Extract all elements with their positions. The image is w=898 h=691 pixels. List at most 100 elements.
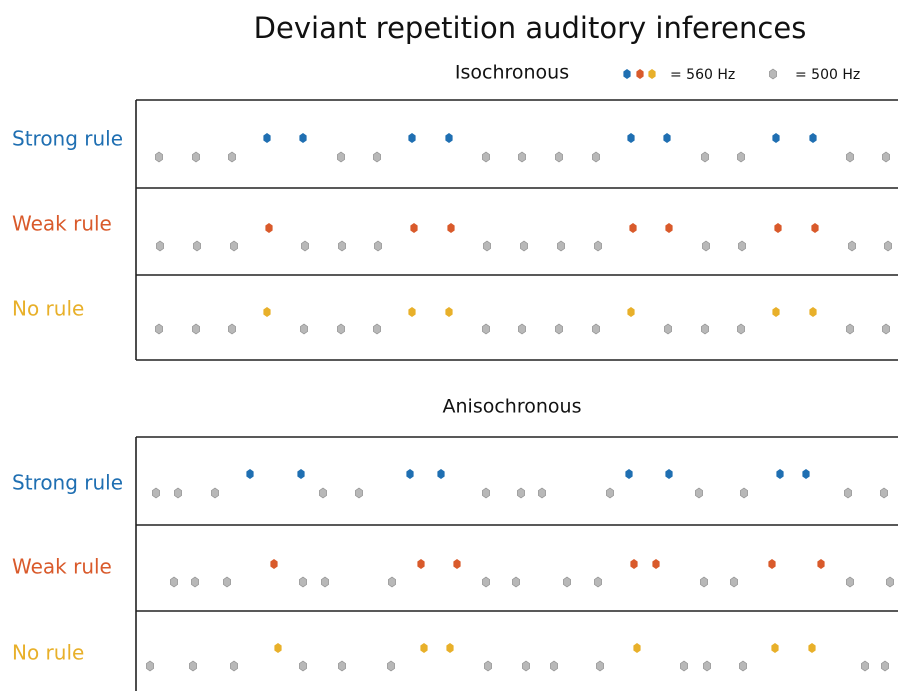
standard-tone [299, 660, 307, 672]
deviant-tone [625, 469, 633, 479]
title: Deviant repetition auditory inferences [254, 11, 807, 45]
standard-tone [337, 323, 345, 335]
standard-tone [555, 323, 563, 335]
deviant-tone [437, 469, 445, 479]
standard-tone [861, 660, 869, 672]
standard-tone [193, 240, 201, 252]
standard-tone [482, 576, 490, 588]
legend-icon [623, 69, 631, 79]
row-label: No rule [12, 641, 84, 665]
standard-tone [846, 323, 854, 335]
deviant-tone [809, 133, 817, 143]
standard-tone [223, 576, 231, 588]
standard-tone [880, 487, 888, 499]
deviant-tone [270, 559, 278, 569]
standard-tone [739, 660, 747, 672]
section-title: Anisochronous [443, 396, 582, 418]
standard-tone [592, 151, 600, 163]
standard-tone [512, 576, 520, 588]
standard-tone [563, 576, 571, 588]
row-label: Weak rule [12, 212, 112, 236]
standard-tone [702, 240, 710, 252]
deviant-tone [420, 643, 428, 653]
standard-tone [517, 487, 525, 499]
deviant-tone [447, 223, 455, 233]
row-label: No rule [12, 297, 84, 321]
deviant-tone [408, 307, 416, 317]
standard-tone [664, 323, 672, 335]
standard-tone [156, 240, 164, 252]
legend-icon [769, 68, 777, 80]
standard-tone [299, 576, 307, 588]
deviant-tone [263, 133, 271, 143]
deviant-tone [811, 223, 819, 233]
standard-tone [538, 487, 546, 499]
standard-tone [192, 323, 200, 335]
standard-tone [211, 487, 219, 499]
standard-tone [703, 660, 711, 672]
deviant-tone [652, 559, 660, 569]
deviant-tone [417, 559, 425, 569]
standard-tone [700, 576, 708, 588]
legend-icon [648, 69, 656, 79]
section-title: Isochronous [455, 62, 569, 84]
standard-tone [592, 323, 600, 335]
standard-tone [374, 240, 382, 252]
standard-tone [846, 151, 854, 163]
standard-tone [594, 576, 602, 588]
standard-tone [520, 240, 528, 252]
standard-tone [483, 240, 491, 252]
legend-standard: = 500 Hz [795, 67, 860, 83]
standard-tone [338, 240, 346, 252]
deviant-tone [410, 223, 418, 233]
standard-tone [522, 660, 530, 672]
standard-tone [701, 151, 709, 163]
standard-tone [230, 660, 238, 672]
deviant-tone [629, 223, 637, 233]
standard-tone [844, 487, 852, 499]
standard-tone [518, 151, 526, 163]
standard-tone [337, 151, 345, 163]
standard-tone [737, 151, 745, 163]
deviant-tone [627, 133, 635, 143]
standard-tone [319, 487, 327, 499]
standard-tone [170, 576, 178, 588]
standard-tone [882, 151, 890, 163]
standard-tone [596, 660, 604, 672]
standard-tone [738, 240, 746, 252]
frame [135, 99, 898, 691]
standard-tone [886, 576, 894, 588]
deviant-tone [445, 307, 453, 317]
legend-icon [636, 69, 644, 79]
deviant-tone [633, 643, 641, 653]
standard-tone [884, 240, 892, 252]
standard-tone [373, 151, 381, 163]
standard-tone [737, 323, 745, 335]
deviant-tone [772, 133, 780, 143]
deviant-tone [299, 133, 307, 143]
standard-tone [230, 240, 238, 252]
standard-tone [373, 323, 381, 335]
deviant-tone [627, 307, 635, 317]
deviant-tone [776, 469, 784, 479]
standard-tone [882, 323, 890, 335]
deviant-tone [406, 469, 414, 479]
standard-tone [482, 151, 490, 163]
deviant-tone [771, 643, 779, 653]
standard-tone [550, 660, 558, 672]
standard-tone [557, 240, 565, 252]
deviant-tone [265, 223, 273, 233]
standard-tone [555, 151, 563, 163]
deviant-tone [817, 559, 825, 569]
standard-tone [228, 151, 236, 163]
deviant-tone [774, 223, 782, 233]
deviant-tone [802, 469, 810, 479]
standard-tone [155, 151, 163, 163]
row-label: Weak rule [12, 555, 112, 579]
standard-tone [300, 323, 308, 335]
standard-tone [594, 240, 602, 252]
standard-tone [388, 576, 396, 588]
standard-tone [146, 660, 154, 672]
deviant-tone [665, 223, 673, 233]
